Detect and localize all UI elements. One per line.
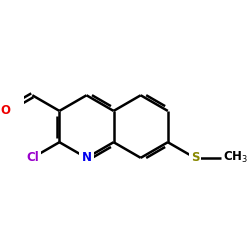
Text: O: O: [0, 104, 10, 118]
Text: S: S: [191, 151, 199, 164]
Text: Cl: Cl: [26, 151, 39, 164]
Text: CH$_3$: CH$_3$: [223, 150, 248, 166]
Text: N: N: [82, 151, 92, 164]
